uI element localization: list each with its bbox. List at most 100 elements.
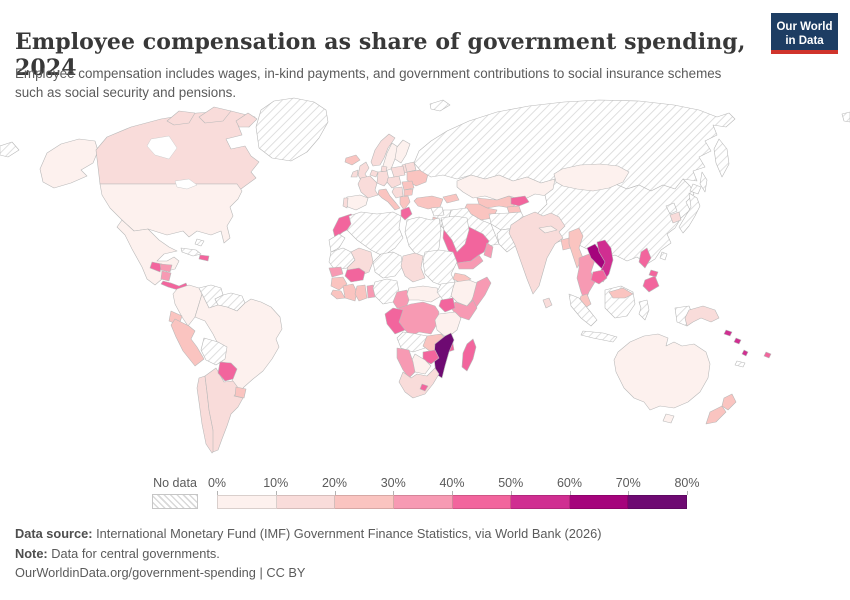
country-dominican-republic[interactable]: [198, 254, 210, 262]
country-niger[interactable]: [372, 251, 404, 279]
country-honduras[interactable]: [159, 263, 173, 273]
country-caucasus[interactable]: [442, 193, 460, 204]
country-tasmania[interactable]: [662, 413, 675, 424]
legend-no-data[interactable]: No data: [152, 476, 198, 509]
country-norway[interactable]: [370, 133, 396, 167]
country-tanzania[interactable]: [434, 311, 462, 339]
country-uruguay[interactable]: [234, 386, 247, 399]
country-bulgaria[interactable]: [403, 188, 414, 197]
country-south-korea[interactable]: [669, 211, 682, 224]
country-portugal[interactable]: [342, 197, 349, 209]
country-sakhalin[interactable]: [699, 171, 708, 193]
country-canada-arctic-1[interactable]: [166, 110, 196, 126]
country-lesotho[interactable]: [419, 383, 429, 392]
country-sudan[interactable]: [422, 249, 458, 287]
legend-bin-70-80%[interactable]: [628, 495, 687, 509]
country-ghana[interactable]: [354, 284, 368, 302]
country-australia[interactable]: [613, 333, 711, 411]
country-madagascar[interactable]: [461, 338, 477, 372]
country-solomon-islands-2[interactable]: [733, 337, 742, 345]
country-tunisia[interactable]: [400, 206, 413, 221]
legend-bin-10-20%[interactable]: [276, 495, 336, 509]
country-balkans[interactable]: [391, 186, 404, 199]
country-papua-new-guinea[interactable]: [684, 305, 720, 327]
country-peru[interactable]: [170, 318, 205, 367]
legend-bin-60-70%[interactable]: [569, 495, 629, 509]
country-syria[interactable]: [430, 206, 445, 217]
country-cambodia[interactable]: [590, 269, 608, 285]
country-central-african-republic[interactable]: [406, 285, 442, 303]
country-new-caledonia[interactable]: [734, 360, 746, 368]
country-kamchatka[interactable]: [713, 138, 730, 178]
country-bahamas[interactable]: [194, 238, 205, 247]
country-japan-hokkaido[interactable]: [689, 183, 702, 195]
country-guatemala[interactable]: [149, 261, 163, 273]
no-data-hatch-swatch[interactable]: [152, 494, 198, 509]
country-belarus[interactable]: [404, 161, 417, 173]
country-japan[interactable]: [678, 192, 701, 234]
legend-color-bar[interactable]: [217, 495, 687, 509]
country-algeria[interactable]: [346, 211, 404, 257]
legend-bin-0-10%[interactable]: [217, 495, 277, 509]
country-colombia[interactable]: [172, 284, 203, 327]
country-canada-arctic-2[interactable]: [198, 106, 232, 124]
country-namibia[interactable]: [396, 347, 416, 379]
country-indonesia-sumatra[interactable]: [568, 293, 598, 327]
country-benelux[interactable]: [369, 169, 379, 178]
country-south-africa[interactable]: [398, 367, 440, 399]
country-angola[interactable]: [396, 331, 428, 353]
country-burkina-faso[interactable]: [344, 267, 366, 283]
country-indonesia-sulawesi[interactable]: [638, 299, 650, 321]
country-greece[interactable]: [399, 195, 411, 211]
country-kyrgyzstan[interactable]: [510, 195, 530, 207]
legend-bin-30-40%[interactable]: [393, 495, 453, 509]
country-poland[interactable]: [390, 165, 406, 178]
country-ireland[interactable]: [350, 169, 359, 178]
country-nicaragua[interactable]: [160, 270, 172, 282]
country-united-states[interactable]: [99, 183, 243, 244]
country-russia-right-wrap[interactable]: [841, 111, 850, 123]
country-germany[interactable]: [376, 170, 390, 187]
country-sri-lanka[interactable]: [542, 297, 553, 309]
country-russia-left-wrap[interactable]: [0, 141, 20, 158]
country-senegal[interactable]: [328, 266, 344, 278]
country-philippines-mindanao[interactable]: [642, 275, 660, 293]
country-indonesia-java[interactable]: [580, 330, 618, 343]
country-paraguay[interactable]: [217, 361, 238, 382]
country-central-europe[interactable]: [386, 175, 402, 189]
country-egypt[interactable]: [440, 215, 470, 253]
country-gabon-congo[interactable]: [384, 307, 406, 335]
country-mozambique[interactable]: [433, 332, 455, 379]
country-alaska[interactable]: [39, 138, 99, 189]
country-canada-arctic-3[interactable]: [235, 112, 258, 128]
country-philippines-visayas[interactable]: [648, 269, 659, 278]
country-greenland[interactable]: [255, 97, 329, 162]
country-sierra-leone-liberia[interactable]: [330, 289, 346, 300]
country-cote-divoire[interactable]: [342, 283, 358, 302]
country-north-korea[interactable]: [665, 202, 678, 215]
country-nepal[interactable]: [538, 225, 558, 234]
legend-bin-40-50%[interactable]: [452, 495, 512, 509]
country-yemen[interactable]: [456, 254, 484, 270]
country-fiji[interactable]: [763, 351, 772, 359]
country-italy[interactable]: [377, 188, 401, 211]
country-mongolia[interactable]: [553, 163, 630, 192]
country-philippines-luzon[interactable]: [638, 247, 652, 269]
country-iceland[interactable]: [344, 154, 361, 166]
country-france[interactable]: [357, 175, 379, 199]
country-romania[interactable]: [401, 180, 415, 191]
legend-bin-50-60%[interactable]: [511, 495, 570, 509]
country-oman[interactable]: [483, 242, 494, 259]
country-finland[interactable]: [394, 139, 411, 164]
country-uganda[interactable]: [438, 297, 456, 313]
owid-logo[interactable]: Our World in Data: [771, 13, 838, 54]
country-new-zealand-south[interactable]: [705, 405, 727, 425]
country-western-sahara[interactable]: [328, 233, 346, 253]
country-new-zealand-north[interactable]: [721, 393, 737, 411]
country-vanuatu[interactable]: [741, 349, 749, 357]
country-malaysia-borneo[interactable]: [608, 287, 634, 299]
country-cuba[interactable]: [180, 247, 202, 257]
country-solomon-islands-1[interactable]: [723, 329, 733, 337]
country-svalbard[interactable]: [429, 99, 451, 112]
country-taiwan[interactable]: [659, 251, 668, 261]
